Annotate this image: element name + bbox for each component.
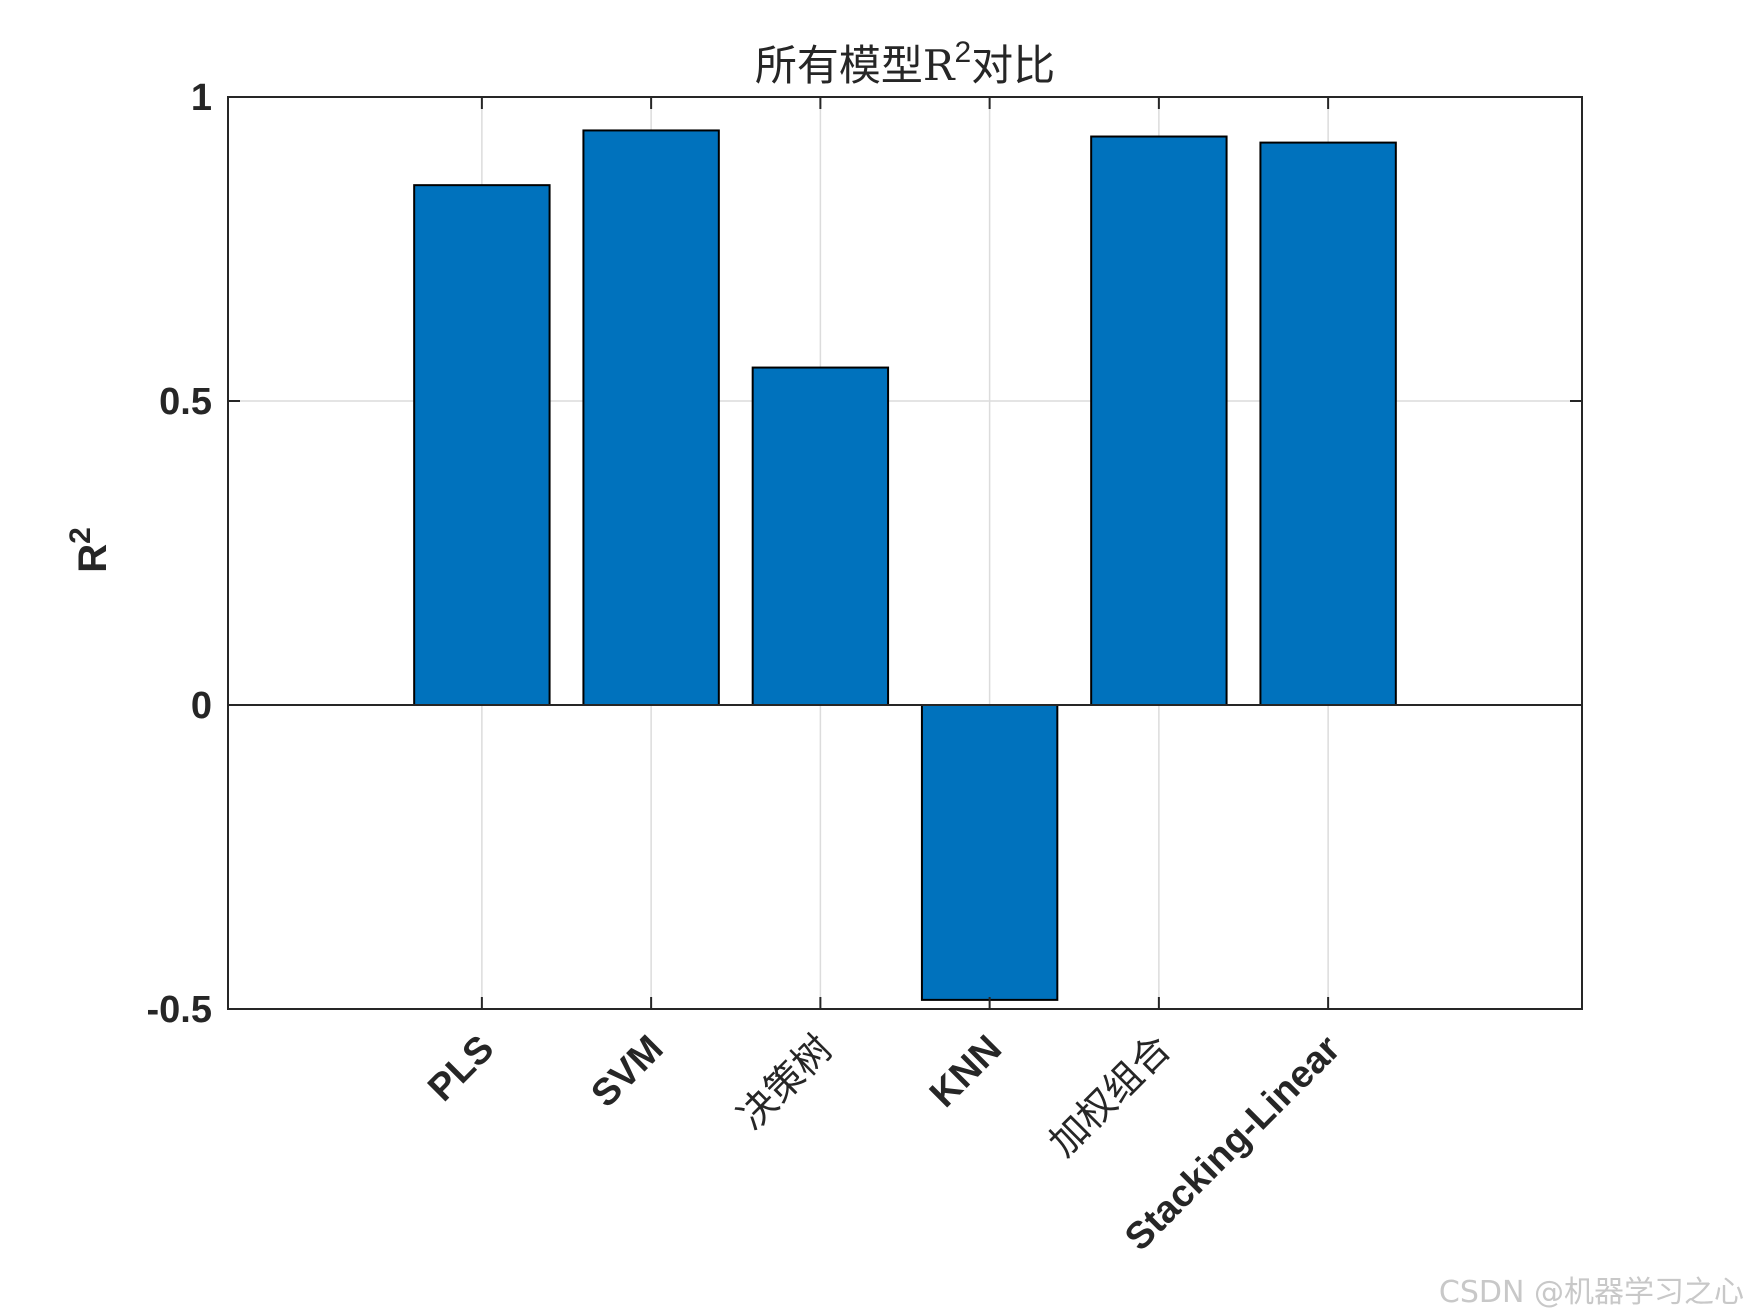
y-tick-labels: -0.5 0 0.5 1 <box>147 77 212 1031</box>
bars <box>413 129 1397 1001</box>
bar-6 <box>1259 141 1397 707</box>
y-axis-label: R2 <box>64 527 115 573</box>
axes-box <box>227 96 1583 1010</box>
bar-2 <box>582 129 720 706</box>
y-tick-label: 0.5 <box>159 381 212 423</box>
y-tick-label: 0 <box>191 685 212 727</box>
y-tick-label: 1 <box>191 77 212 119</box>
watermark: CSDN @机器学习之心 <box>1438 1275 1744 1310</box>
bar-1 <box>413 184 551 707</box>
bar-4 <box>920 704 1059 1001</box>
bar-3 <box>751 366 890 706</box>
y-tick-label: -0.5 <box>147 989 212 1031</box>
bar-5 <box>1090 135 1228 706</box>
axes <box>227 96 1583 1010</box>
chart-title: 所有模型R2对比 <box>755 36 1055 90</box>
